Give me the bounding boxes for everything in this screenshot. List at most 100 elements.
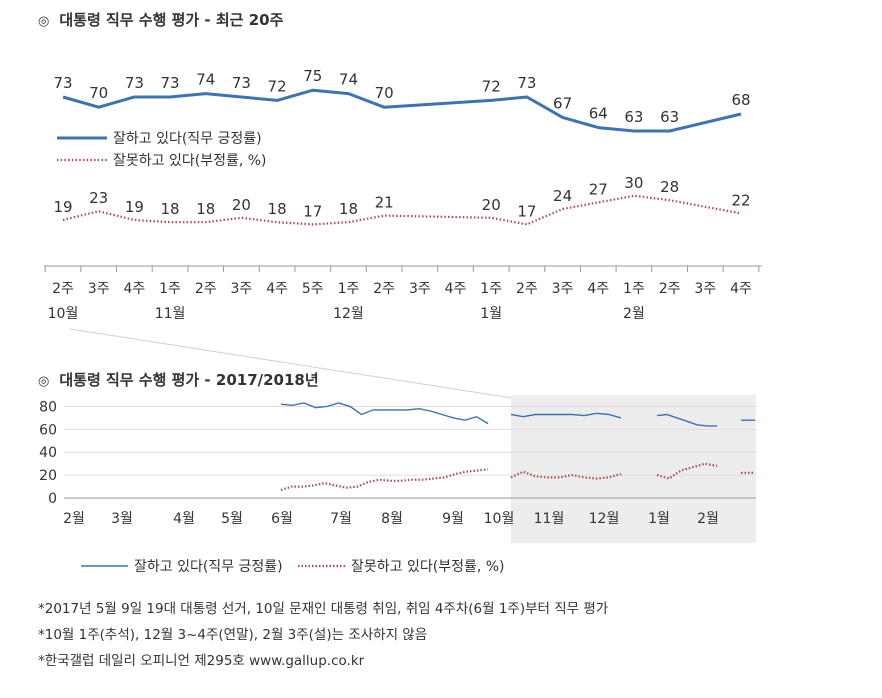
- x-tick-label: 1주: [480, 281, 502, 297]
- x-tick-label: 2주: [516, 281, 538, 297]
- x-tick-label: 5주: [302, 281, 324, 297]
- month-tick-label: 2월: [697, 511, 719, 527]
- month-tick-label: 6월: [271, 511, 293, 527]
- disapproval-data-label: 24: [553, 187, 572, 205]
- disapproval-data-label: 30: [624, 174, 643, 192]
- footnote: *한국갤럽 데일리 오피니언 제295호 www.gallup.co.kr: [38, 653, 365, 669]
- approval-data-label: 63: [624, 108, 643, 126]
- title-mark: ◎: [38, 374, 50, 389]
- x-tick-label: 4주: [266, 281, 288, 297]
- approval-data-label: 64: [589, 105, 608, 123]
- disapproval-data-label: 20: [482, 196, 501, 214]
- disapproval-data-label: 21: [375, 194, 394, 212]
- x-tick-label: 4주: [123, 281, 145, 297]
- zoom-connector-line: [69, 328, 513, 399]
- approval-data-label: 73: [53, 74, 72, 92]
- month-label: 2월: [623, 306, 645, 322]
- x-tick-label: 1주: [338, 281, 360, 297]
- month-tick-label: 3월: [111, 511, 133, 527]
- legend-approval-label: 잘하고 있다(직무 긍정률): [113, 131, 262, 147]
- approval-data-label: 70: [375, 84, 394, 102]
- month-label: 11월: [155, 306, 186, 322]
- x-tick-label: 3주: [552, 281, 574, 297]
- x-tick-label: 3주: [694, 281, 716, 297]
- disapproval-series-line: [62, 194, 742, 226]
- disapproval-data-label: 23: [89, 189, 108, 207]
- chart1-title-text: 대통령 직무 수행 평가 - 최근 20주: [59, 11, 284, 29]
- legend-disapproval-label: 잘못하고 있다(부정률, %): [113, 153, 267, 169]
- approval-data-label: 73: [232, 74, 251, 92]
- approval-series-line: [62, 88, 742, 133]
- x-tick-label: 3주: [231, 281, 253, 297]
- month-tick-label: 12월: [589, 511, 620, 527]
- month-tick-label: 5월: [221, 511, 243, 527]
- x-tick-label: 2주: [373, 281, 395, 297]
- x-tick-label: 4주: [587, 281, 609, 297]
- approval-data-label: 73: [161, 74, 180, 92]
- disapproval-data-label: 18: [161, 200, 180, 218]
- month-tick-label: 2월: [63, 511, 85, 527]
- disapproval-data-label: 17: [303, 202, 322, 220]
- disapproval-trend-line: [510, 470, 622, 480]
- footnotes: *2017년 5월 9일 19대 대통령 선거, 10일 문재인 대통령 취임,…: [38, 596, 608, 674]
- month-tick-label: 7월: [330, 511, 352, 527]
- month-tick-label: 1월: [648, 511, 670, 527]
- y-tick-label: 80: [39, 399, 57, 415]
- approval-data-label: 70: [89, 84, 108, 102]
- disapproval-data-label: 19: [125, 198, 144, 216]
- disapproval-data-label: 19: [53, 198, 72, 216]
- y-tick-label: 40: [39, 445, 57, 461]
- approval-data-label: 74: [339, 71, 358, 89]
- disapproval-data-label: 27: [589, 180, 608, 198]
- month-label: 12월: [333, 306, 364, 322]
- zoom-region-shade: [511, 395, 756, 543]
- approval-trend-line: [510, 412, 622, 419]
- approval-data-label: 67: [553, 94, 572, 112]
- x-tick-label: 2주: [659, 281, 681, 297]
- approval-data-label: 75: [303, 67, 322, 85]
- x-tick-label: 4주: [445, 281, 467, 297]
- approval-data-label: 72: [482, 77, 501, 95]
- month-tick-label: 4월: [173, 511, 195, 527]
- disapproval-trend-line: [280, 468, 489, 492]
- chart2-title: ◎ 대통령 직무 수행 평가 - 2017/2018년: [38, 369, 319, 390]
- x-tick-label: 4주: [730, 281, 752, 297]
- chart2-title-text: 대통령 직무 수행 평가 - 2017/2018년: [59, 371, 319, 389]
- approval-data-label: 72: [268, 77, 287, 95]
- month-tick-label: 10월: [484, 511, 515, 527]
- approval-data-label: 68: [731, 91, 750, 109]
- y-tick-label: 60: [39, 422, 57, 438]
- approval-trend-line: [656, 413, 717, 427]
- disapproval-data-label: 20: [232, 196, 251, 214]
- disapproval-data-label: 18: [196, 200, 215, 218]
- month-tick-label: 9월: [442, 511, 464, 527]
- x-tick-label: 3주: [409, 281, 431, 297]
- disapproval-data-label: 18: [339, 200, 358, 218]
- disapproval-data-label: 22: [731, 191, 750, 209]
- legend-approval-label: 잘하고 있다(직무 긍정률): [134, 559, 283, 575]
- x-tick-label: 1주: [159, 281, 181, 297]
- footnote: *10월 1주(추석), 12월 3~4주(연말), 2월 3주(설)는 조사하…: [38, 627, 428, 643]
- x-tick-label: 1주: [623, 281, 645, 297]
- approval-data-label: 74: [196, 71, 215, 89]
- x-tick-label: 2주: [195, 281, 217, 297]
- disapproval-data-label: 17: [517, 202, 536, 220]
- y-tick-label: 20: [39, 468, 57, 484]
- y-tick-label: 0: [48, 491, 57, 507]
- month-tick-label: 8월: [381, 511, 403, 527]
- legend-disapproval-label: 잘못하고 있다(부정률, %): [351, 559, 505, 575]
- disapproval-data-label: 18: [268, 200, 287, 218]
- month-label: 1월: [480, 306, 502, 322]
- chart1-title: ◎ 대통령 직무 수행 평가 - 최근 20주: [38, 9, 283, 30]
- x-tick-label: 2주: [52, 281, 74, 297]
- approval-data-label: 73: [517, 74, 536, 92]
- approval-trend-line: [280, 402, 489, 425]
- disapproval-trend-line: [656, 462, 718, 480]
- month-label: 10월: [48, 306, 79, 322]
- x-tick-label: 3주: [88, 281, 110, 297]
- month-tick-label: 11월: [534, 511, 565, 527]
- title-mark: ◎: [38, 14, 50, 29]
- footnote: *2017년 5월 9일 19대 대통령 선거, 10일 문재인 대통령 취임,…: [38, 601, 609, 617]
- approval-data-label: 63: [660, 108, 679, 126]
